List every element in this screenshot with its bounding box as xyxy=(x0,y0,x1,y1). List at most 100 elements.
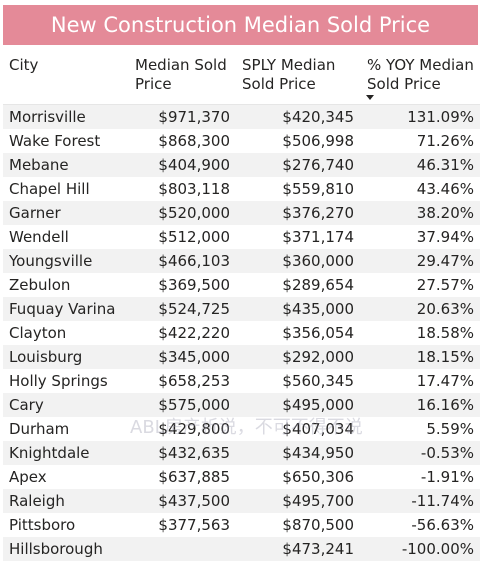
cell-city: Clayton xyxy=(9,324,67,342)
cell-yoy-median-sold-price: 16.16% xyxy=(416,396,474,414)
cell-city: Pittsboro xyxy=(9,516,76,534)
cell-city: Chapel Hill xyxy=(9,180,90,198)
cell-city: Zebulon xyxy=(9,276,71,294)
cell-city: Wendell xyxy=(9,228,69,246)
cell-median-sold-price: $803,118 xyxy=(158,180,230,198)
cell-yoy-median-sold-price: 20.63% xyxy=(416,300,474,318)
header-median-line2: Price xyxy=(135,75,172,93)
header-sply-line1: SPLY Median xyxy=(242,56,336,74)
cell-sply-median-sold-price: $420,345 xyxy=(282,108,354,126)
sort-descending-icon[interactable] xyxy=(366,95,374,100)
table-row[interactable]: Mebane $404,900 $276,740 46.31% xyxy=(3,153,480,177)
table-row[interactable]: Durham $429,800 $407,034 5.59% xyxy=(3,417,480,441)
cell-yoy-median-sold-price: -11.74% xyxy=(411,492,474,510)
cell-yoy-median-sold-price: -1.91% xyxy=(420,468,474,486)
cell-city: Fuquay Varina xyxy=(9,300,116,318)
header-median-line1: Median Sold xyxy=(135,56,227,74)
table-row[interactable]: Pittsboro $377,563 $870,500 -56.63% xyxy=(3,513,480,537)
cell-median-sold-price: $466,103 xyxy=(158,252,230,270)
table-row[interactable]: Cary $575,000 $495,000 16.16% xyxy=(3,393,480,417)
cell-sply-median-sold-price: $371,174 xyxy=(282,228,354,246)
cell-city: Hillsborough xyxy=(9,540,103,558)
table-row[interactable]: Morrisville $971,370 $420,345 131.09% xyxy=(3,105,480,129)
cell-sply-median-sold-price: $435,000 xyxy=(282,300,354,318)
cell-yoy-median-sold-price: 71.26% xyxy=(416,132,474,150)
price-table: City Median Sold Price SPLY Median Sold … xyxy=(3,47,480,561)
cell-city: Youngsville xyxy=(9,252,93,270)
cell-median-sold-price: $524,725 xyxy=(158,300,230,318)
header-sply-median-sold-price[interactable]: SPLY Median Sold Price xyxy=(242,56,342,94)
cell-yoy-median-sold-price: 27.57% xyxy=(416,276,474,294)
header-sply-line2: Sold Price xyxy=(242,75,316,93)
cell-yoy-median-sold-price: 37.94% xyxy=(416,228,474,246)
table-row[interactable]: Louisburg $345,000 $292,000 18.15% xyxy=(3,345,480,369)
cell-city: Garner xyxy=(9,204,61,222)
table-body: Morrisville $971,370 $420,345 131.09% Wake F… xyxy=(3,105,480,561)
cell-city: Knightdale xyxy=(9,444,90,462)
cell-city: Cary xyxy=(9,396,44,414)
table-row[interactable]: Wendell $512,000 $371,174 37.94% xyxy=(3,225,480,249)
table-row[interactable]: Youngsville $466,103 $360,000 29.47% xyxy=(3,249,480,273)
cell-median-sold-price: $422,220 xyxy=(158,324,230,342)
cell-median-sold-price: $437,500 xyxy=(158,492,230,510)
cell-sply-median-sold-price: $407,034 xyxy=(282,420,354,438)
cell-yoy-median-sold-price: 46.31% xyxy=(416,156,474,174)
cell-yoy-median-sold-price: 38.20% xyxy=(416,204,474,222)
cell-yoy-median-sold-price: 29.47% xyxy=(416,252,474,270)
table-row[interactable]: Knightdale $432,635 $434,950 -0.53% xyxy=(3,441,480,465)
header-yoy-median-sold-price[interactable]: % YOY Median Sold Price xyxy=(367,56,479,94)
cell-yoy-median-sold-price: 5.59% xyxy=(426,420,474,438)
header-yoy-line2: Sold Price xyxy=(367,75,441,93)
table-row[interactable]: Wake Forest $868,300 $506,998 71.26% xyxy=(3,129,480,153)
cell-median-sold-price: $575,000 xyxy=(158,396,230,414)
cell-sply-median-sold-price: $506,998 xyxy=(282,132,354,150)
cell-city: Morrisville xyxy=(9,108,86,126)
header-yoy-line1: % YOY Median xyxy=(367,56,474,74)
table-row[interactable]: Zebulon $369,500 $289,654 27.57% xyxy=(3,273,480,297)
cell-yoy-median-sold-price: 18.58% xyxy=(416,324,474,342)
cell-sply-median-sold-price: $870,500 xyxy=(282,516,354,534)
table-row[interactable]: Apex $637,885 $650,306 -1.91% xyxy=(3,465,480,489)
cell-median-sold-price: $971,370 xyxy=(158,108,230,126)
cell-median-sold-price: $520,000 xyxy=(158,204,230,222)
cell-city: Raleigh xyxy=(9,492,65,510)
cell-city: Durham xyxy=(9,420,70,438)
table-row[interactable]: Garner $520,000 $376,270 38.20% xyxy=(3,201,480,225)
header-city[interactable]: City xyxy=(9,56,38,75)
cell-yoy-median-sold-price: -100.00% xyxy=(401,540,474,558)
table-header: City Median Sold Price SPLY Median Sold … xyxy=(3,47,480,105)
cell-median-sold-price: $345,000 xyxy=(158,348,230,366)
cell-median-sold-price: $512,000 xyxy=(158,228,230,246)
table-row[interactable]: Chapel Hill $803,118 $559,810 43.46% xyxy=(3,177,480,201)
cell-sply-median-sold-price: $292,000 xyxy=(282,348,354,366)
cell-city: Louisburg xyxy=(9,348,83,366)
cell-city: Apex xyxy=(9,468,47,486)
cell-sply-median-sold-price: $560,345 xyxy=(282,372,354,390)
cell-city: Wake Forest xyxy=(9,132,101,150)
cell-city: Mebane xyxy=(9,156,69,174)
cell-city: Holly Springs xyxy=(9,372,108,390)
table-title: New Construction Median Sold Price xyxy=(3,5,478,45)
table-row[interactable]: Clayton $422,220 $356,054 18.58% xyxy=(3,321,480,345)
cell-median-sold-price: $637,885 xyxy=(158,468,230,486)
cell-sply-median-sold-price: $495,700 xyxy=(282,492,354,510)
table-row[interactable]: Hillsborough $473,241 -100.00% xyxy=(3,537,480,561)
cell-median-sold-price: $658,253 xyxy=(158,372,230,390)
cell-sply-median-sold-price: $376,270 xyxy=(282,204,354,222)
cell-yoy-median-sold-price: 17.47% xyxy=(416,372,474,390)
cell-yoy-median-sold-price: -56.63% xyxy=(411,516,474,534)
header-median-sold-price[interactable]: Median Sold Price xyxy=(135,56,235,94)
cell-yoy-median-sold-price: 18.15% xyxy=(416,348,474,366)
cell-sply-median-sold-price: $276,740 xyxy=(282,156,354,174)
table-row[interactable]: Raleigh $437,500 $495,700 -11.74% xyxy=(3,489,480,513)
cell-sply-median-sold-price: $360,000 xyxy=(282,252,354,270)
cell-yoy-median-sold-price: 131.09% xyxy=(407,108,474,126)
table-row[interactable]: Fuquay Varina $524,725 $435,000 20.63% xyxy=(3,297,480,321)
table-row[interactable]: Holly Springs $658,253 $560,345 17.47% xyxy=(3,369,480,393)
cell-sply-median-sold-price: $495,000 xyxy=(282,396,354,414)
header-city-label: City xyxy=(9,56,39,74)
cell-median-sold-price: $369,500 xyxy=(158,276,230,294)
cell-median-sold-price: $868,300 xyxy=(158,132,230,150)
cell-median-sold-price: $377,563 xyxy=(158,516,230,534)
cell-sply-median-sold-price: $473,241 xyxy=(282,540,354,558)
